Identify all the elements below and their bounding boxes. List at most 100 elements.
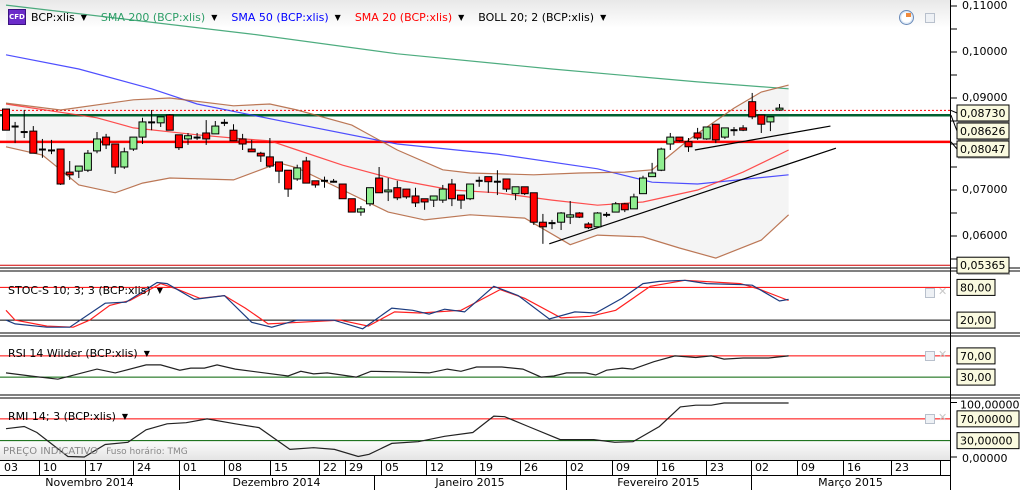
candle[interactable] [757,114,766,133]
candle[interactable] [102,133,111,150]
candle[interactable] [74,165,83,179]
candle[interactable] [639,175,647,195]
candle[interactable] [56,148,65,185]
candle[interactable] [566,201,575,225]
close-icon[interactable]: ✕ [938,411,948,424]
candle[interactable] [366,187,374,207]
legend-sma200[interactable]: SMA 200 (BCP:xlis) ▼ [101,11,217,24]
maximize-icon[interactable] [925,414,935,424]
dropdown-arrow-icon[interactable]: ▼ [600,12,607,22]
candle[interactable] [302,156,311,184]
candle[interactable] [347,198,356,213]
candle[interactable] [111,143,120,174]
close-icon[interactable]: ✕ [938,285,948,298]
indicator-level-label[interactable]: 20,00 [956,311,996,329]
candle[interactable] [675,136,684,142]
candle[interactable] [375,167,384,194]
candle[interactable] [620,202,629,213]
candle[interactable] [548,219,556,230]
candle[interactable] [611,201,620,213]
candle[interactable] [739,125,748,132]
candle[interactable] [193,132,201,140]
candle[interactable] [529,192,538,225]
candle[interactable] [93,132,101,154]
candle[interactable] [2,108,10,131]
candle[interactable] [148,109,156,131]
candle[interactable] [321,176,328,188]
indicator-level-label[interactable]: 70,00000 [956,410,1020,428]
candle[interactable] [275,161,283,184]
candle[interactable] [211,121,220,135]
candle[interactable] [265,138,274,168]
dropdown-arrow-icon[interactable]: ▼ [211,12,218,22]
candle[interactable] [538,213,547,244]
indicator-level-label[interactable]: 30,00000 [956,432,1020,450]
price-level-label[interactable]: 0,08047 [950,140,1010,159]
candle[interactable] [603,212,611,218]
candle[interactable] [156,116,165,127]
candle[interactable] [384,178,393,202]
dropdown-arrow-icon[interactable]: ▼ [458,12,465,22]
candle[interactable] [238,133,247,150]
candle[interactable] [475,176,483,187]
candle[interactable] [202,120,211,145]
maximize-icon[interactable] [925,351,935,361]
stochastic-panel[interactable] [0,279,950,330]
candle[interactable] [511,186,520,201]
right-value-axis[interactable]: 0,11000 0,10000 0,09000 0,07000 0,06000 0,087… [950,0,1020,465]
candle[interactable] [120,147,129,169]
close-icon[interactable]: ✕ [938,348,948,361]
candle[interactable] [356,206,365,216]
candle[interactable] [420,198,429,210]
rmi-label[interactable]: RMI 14; 3 (BCP:xlis) ▼ [8,410,128,423]
candle[interactable] [648,162,657,178]
dropdown-arrow-icon[interactable]: ▼ [80,12,87,22]
candle[interactable] [629,193,638,210]
price-level-label[interactable]: 0,08730 [950,104,1010,123]
maximize-icon[interactable] [925,13,935,23]
candle[interactable] [466,183,475,201]
date-axis[interactable]: 03 10 17 24 01 08 15 22 29 05 12 19 26 02 09 16 23 02 09 16… [0,461,950,490]
candle[interactable] [730,126,738,136]
candle[interactable] [338,183,347,200]
rsi-panel[interactable] [0,355,950,380]
legend-sma20[interactable]: SMA 20 (BCP:xlis) ▼ [355,11,464,24]
candle[interactable] [220,119,228,127]
legend-instrument[interactable]: CFD BCP:xlis ▼ [8,9,87,25]
candle[interactable] [284,169,293,197]
candle[interactable] [393,180,402,201]
candle[interactable] [256,151,265,162]
candle[interactable] [29,126,38,154]
candle[interactable] [311,180,320,188]
candle[interactable] [247,139,256,153]
candle[interactable] [720,127,729,139]
maximize-icon[interactable] [925,288,935,298]
candle[interactable] [83,149,92,173]
candle[interactable] [11,121,19,144]
trendline[interactable] [549,147,837,245]
candle[interactable] [748,92,757,120]
candle[interactable] [447,178,456,207]
candle[interactable] [330,178,338,183]
candle[interactable] [502,178,511,192]
dropdown-arrow-icon[interactable]: ▼ [334,12,341,22]
candle[interactable] [402,188,411,199]
price-level-label[interactable]: 0,08626 [950,115,1010,141]
candle[interactable] [657,147,666,172]
indicator-level-label[interactable]: 30,00 [956,368,996,386]
candle[interactable] [520,186,529,196]
candle[interactable] [229,124,238,142]
indicator-level-label[interactable]: 70,00 [956,347,996,365]
candle[interactable] [593,212,602,228]
candle[interactable] [65,161,74,180]
candle[interactable] [411,187,420,208]
rsi-label[interactable]: RSI 14 Wilder (BCP:xlis) ▼ [8,347,150,360]
candle[interactable] [138,117,147,144]
candle[interactable] [557,212,566,231]
candle[interactable] [438,184,447,203]
trendline[interactable] [694,125,831,151]
stoch-label[interactable]: STOC-S 10; 3; 3 (BCP:xlis) ▼ [8,284,163,297]
rmi-panel[interactable] [0,402,950,458]
dropdown-arrow-icon[interactable]: ▼ [121,412,129,421]
